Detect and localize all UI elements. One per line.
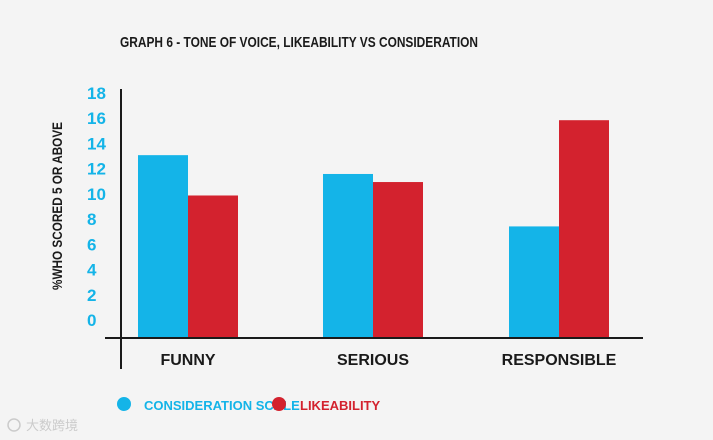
y-tick-label: 6 xyxy=(87,235,96,254)
x-tick-label: SERIOUS xyxy=(337,352,409,369)
y-tick-label: 4 xyxy=(87,261,97,280)
y-tick-label: 16 xyxy=(87,109,106,128)
y-tick-label: 2 xyxy=(87,286,96,305)
bar-responsible-likeability xyxy=(559,120,609,338)
legend-label: CONSIDERATION SCALE xyxy=(144,398,300,413)
y-tick-label: 0 xyxy=(87,311,96,330)
y-tick-label: 10 xyxy=(87,185,106,204)
x-tick-label: RESPONSIBLE xyxy=(502,352,617,369)
bar-serious-consideration xyxy=(323,173,373,338)
bar-funny-consideration xyxy=(138,155,188,338)
watermark-text: 大数跨境 xyxy=(26,419,78,434)
chart-title: GRAPH 6 - TONE OF VOICE, LIKEABILITY VS … xyxy=(120,34,478,51)
y-tick-label: 12 xyxy=(87,160,106,179)
legend-swatch-consideration xyxy=(117,397,131,411)
legend-swatch-likeability xyxy=(272,397,286,411)
bar-funny-likeability xyxy=(188,195,238,338)
bar-responsible-consideration xyxy=(509,226,559,338)
y-tick-label: 14 xyxy=(87,134,106,153)
bar-serious-likeability xyxy=(373,182,423,338)
watermark: 大数跨境 xyxy=(7,418,78,434)
x-tick-label: FUNNY xyxy=(160,352,215,369)
y-tick-label: 8 xyxy=(87,210,96,229)
y-axis-label: %WHO SCORED 5 OR ABOVE xyxy=(49,122,65,290)
legend-label: LIKEABILITY xyxy=(300,398,380,413)
y-tick-label: 18 xyxy=(87,84,106,103)
watermark-logo-icon xyxy=(7,418,21,432)
